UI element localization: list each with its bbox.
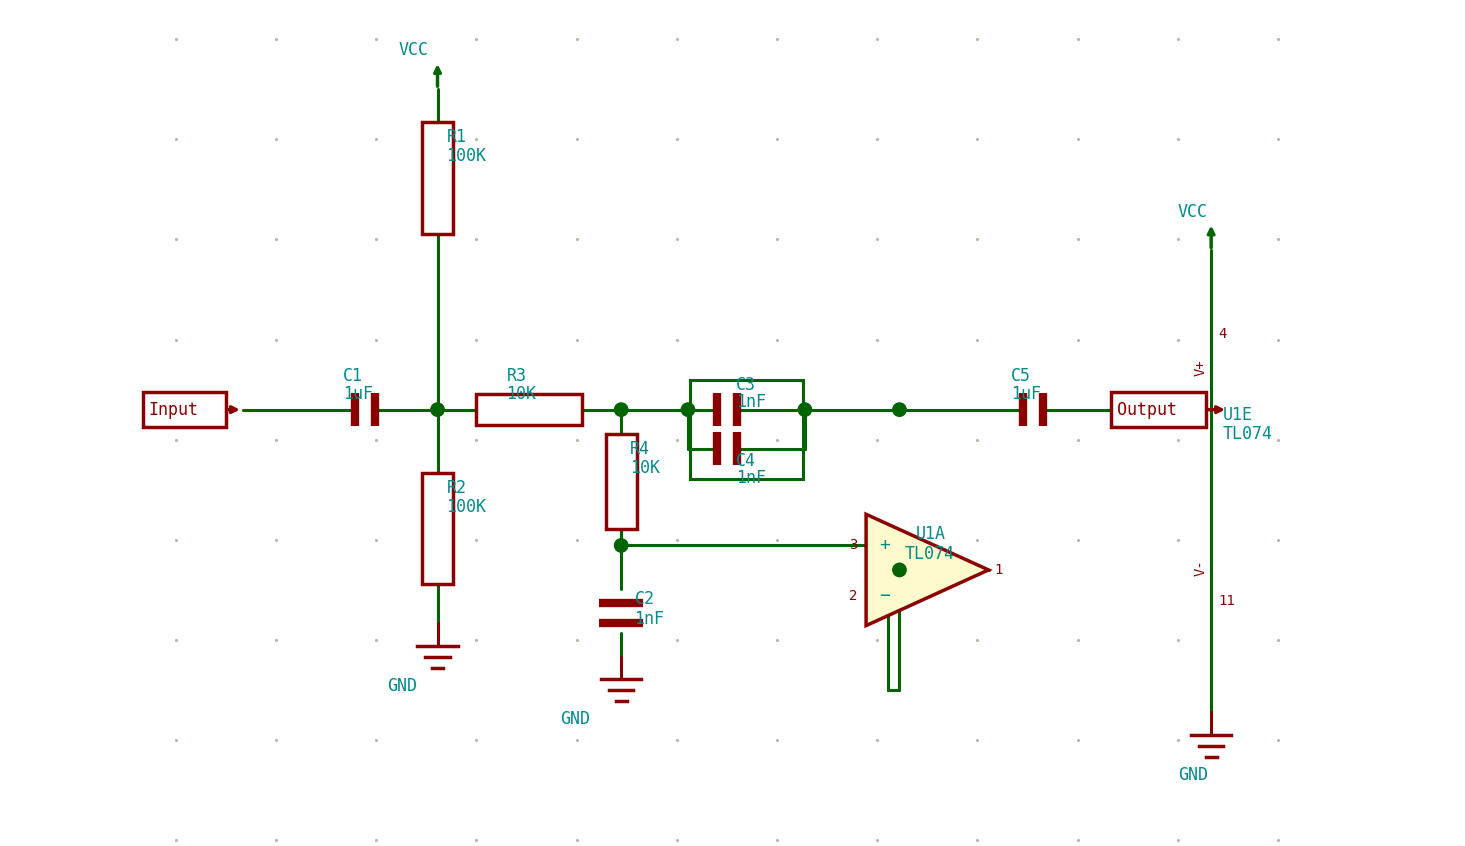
Text: 1nF: 1nF bbox=[735, 469, 766, 486]
Text: VCC: VCC bbox=[1178, 202, 1207, 221]
Text: 10K: 10K bbox=[630, 459, 661, 476]
Bar bbox=[476, 394, 582, 426]
Bar bbox=[605, 434, 637, 529]
Text: C3: C3 bbox=[735, 376, 756, 394]
Text: C1: C1 bbox=[343, 367, 363, 385]
Text: 3: 3 bbox=[848, 538, 857, 552]
Text: R3: R3 bbox=[507, 367, 526, 385]
Text: 11: 11 bbox=[1217, 594, 1235, 608]
Text: 1: 1 bbox=[995, 563, 1002, 577]
Text: 10K: 10K bbox=[507, 385, 536, 404]
Text: 2: 2 bbox=[848, 589, 857, 602]
Text: 1nF: 1nF bbox=[634, 610, 665, 628]
Text: TL074: TL074 bbox=[1222, 426, 1272, 443]
Text: V-: V- bbox=[1194, 559, 1207, 576]
Text: 4: 4 bbox=[1217, 327, 1226, 341]
Bar bbox=[422, 473, 453, 585]
Text: U1E: U1E bbox=[1222, 406, 1253, 425]
Text: R2: R2 bbox=[447, 479, 466, 497]
Text: 100K: 100K bbox=[447, 497, 486, 515]
Text: 1uF: 1uF bbox=[1011, 385, 1040, 404]
Circle shape bbox=[614, 403, 628, 416]
Circle shape bbox=[892, 403, 907, 416]
Text: C5: C5 bbox=[1011, 367, 1031, 385]
Text: +: + bbox=[879, 536, 891, 554]
Text: R1: R1 bbox=[447, 128, 466, 146]
Text: −: − bbox=[879, 586, 891, 605]
Circle shape bbox=[431, 403, 444, 416]
Text: VCC: VCC bbox=[398, 41, 429, 59]
Text: Output: Output bbox=[1116, 401, 1176, 419]
Text: C2: C2 bbox=[634, 590, 655, 608]
Text: 100K: 100K bbox=[447, 147, 486, 165]
Bar bbox=[422, 123, 453, 233]
Circle shape bbox=[614, 539, 628, 552]
Polygon shape bbox=[866, 514, 989, 625]
Text: TL074: TL074 bbox=[905, 546, 955, 563]
Text: Input: Input bbox=[148, 401, 198, 419]
Text: C4: C4 bbox=[735, 452, 756, 470]
Circle shape bbox=[798, 403, 812, 416]
Bar bbox=[690, 380, 803, 479]
Bar bbox=[1110, 392, 1206, 427]
Text: 1nF: 1nF bbox=[735, 393, 766, 411]
Circle shape bbox=[892, 563, 907, 577]
Text: GND: GND bbox=[387, 677, 418, 695]
Circle shape bbox=[681, 403, 694, 416]
Bar bbox=[142, 392, 226, 427]
Text: GND: GND bbox=[1178, 766, 1207, 784]
Text: GND: GND bbox=[560, 710, 590, 728]
Text: 1uF: 1uF bbox=[343, 385, 374, 404]
Text: U1A: U1A bbox=[916, 525, 946, 543]
Text: R4: R4 bbox=[630, 440, 650, 458]
Text: V+: V+ bbox=[1194, 359, 1207, 376]
